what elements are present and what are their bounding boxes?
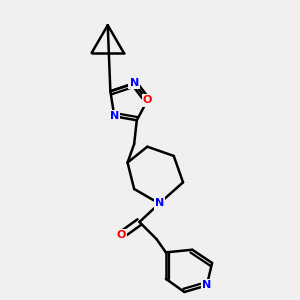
Text: O: O	[143, 95, 152, 106]
Text: O: O	[116, 230, 126, 240]
Text: N: N	[154, 199, 164, 208]
Text: N: N	[130, 78, 139, 88]
Text: N: N	[110, 111, 119, 121]
Text: N: N	[202, 280, 212, 290]
